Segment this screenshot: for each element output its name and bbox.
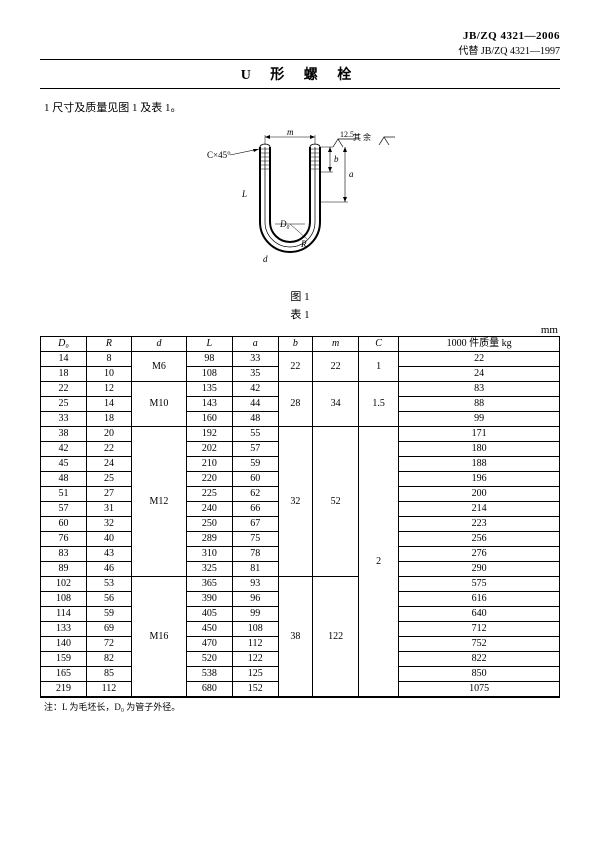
col-b: b (278, 337, 312, 352)
label-c45: C×45° (207, 150, 231, 160)
col-c: C (359, 337, 399, 352)
label-r: R (300, 239, 307, 249)
table-footnote: 注：L 为毛坯长，D₀ 为管子外径。 (40, 697, 560, 715)
u-bolt-diagram: C×45° m 12.5 其 余 (40, 127, 560, 282)
col-mass: 1000 件质量 kg (399, 337, 560, 352)
label-d: d (263, 254, 268, 264)
table-1-label: 表 1 (40, 306, 560, 322)
replaces-text: 代替 JB/ZQ 4321—1997 (40, 42, 560, 57)
figure-1-label: 图 1 (40, 288, 560, 304)
table-row: 3820M121925532522171 (41, 427, 560, 442)
label-a: a (349, 169, 354, 179)
label-125: 12.5 (340, 130, 354, 139)
standard-code: JB/ZQ 4321—2006 (40, 30, 560, 42)
col-r: R (86, 337, 131, 352)
dimensions-table: D₀ R d L a b m C 1000 件质量 kg 148M6983322… (40, 336, 560, 697)
col-d: d (132, 337, 187, 352)
unit-label: mm (40, 324, 558, 336)
table-row: 148M698332222122 (41, 352, 560, 367)
label-l: L (241, 189, 247, 199)
intro-text: 1 尺寸及质量见图 1 及表 1。 (44, 99, 560, 115)
label-m: m (287, 127, 294, 137)
table-row: 2212M101354228341.583 (41, 382, 560, 397)
col-m: m (313, 337, 359, 352)
col-do: D₀ (41, 337, 87, 352)
table-header-row: D₀ R d L a b m C 1000 件质量 kg (41, 337, 560, 352)
table-row: 10253M163659338122575 (41, 577, 560, 592)
label-rest: 其 余 (353, 132, 371, 142)
label-b: b (334, 154, 339, 164)
col-l: L (186, 337, 232, 352)
page-title: U 形 螺 栓 (40, 59, 560, 89)
col-a: a (232, 337, 278, 352)
